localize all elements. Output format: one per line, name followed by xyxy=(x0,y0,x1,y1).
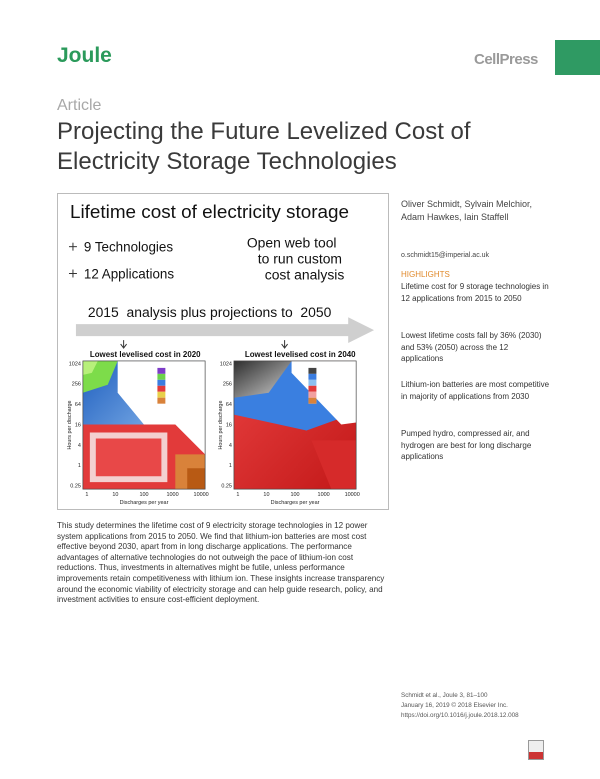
axis-text: 1024 xyxy=(220,361,232,367)
timeline-arrow xyxy=(75,317,375,344)
axis-text: Discharges per year xyxy=(271,500,320,506)
highlight: Lifetime cost for 9 storage technologies… xyxy=(401,282,549,303)
down-arrow xyxy=(281,340,288,349)
heatmap-2020 xyxy=(82,360,206,493)
axis-text: 0.25 xyxy=(221,484,232,490)
citation-line: https://doi.org/10.1016/j.joule.2018.12.… xyxy=(401,712,519,719)
axis-text: Hours per discharge xyxy=(218,400,224,449)
panel-title: Lowest levelised cost in 2020 xyxy=(90,350,201,359)
axis-text: 4 xyxy=(78,443,81,449)
ga-item: 12 Applications xyxy=(84,266,174,281)
axis-text: 100 xyxy=(290,492,299,498)
cellpress-badge xyxy=(528,740,544,760)
axis-text: 1 xyxy=(85,492,88,498)
graphical-abstract: Lifetime cost of electricity storage 9 T… xyxy=(57,193,389,510)
axis-text: 10000 xyxy=(345,492,360,498)
highlights-heading: HIGHLIGHTS xyxy=(401,270,450,279)
axis-text: 16 xyxy=(75,422,81,428)
axis-text: 1 xyxy=(78,463,81,469)
publisher-logo: CellPress xyxy=(474,51,538,68)
legend-swatches xyxy=(157,367,166,404)
ga-item: 9 Technologies xyxy=(84,240,173,255)
legend-swatches xyxy=(308,367,317,404)
axis-text: 64 xyxy=(75,402,81,408)
web-tool-text: to run custom xyxy=(258,251,342,267)
axis-text: 256 xyxy=(72,382,81,388)
summary: This study determines the lifetime cost … xyxy=(57,521,385,605)
axis-text: 1 xyxy=(229,463,232,469)
article-type: Article xyxy=(57,97,102,114)
panel-title: Lowest levelised cost in 2040 xyxy=(245,350,356,359)
highlight: Lithium-ion batteries are most competiti… xyxy=(401,380,550,401)
highlight: Pumped hydro, compressed air, and hydrog… xyxy=(401,429,532,461)
journal-logo: Joule xyxy=(57,44,112,67)
highlight: Lowest lifetime costs fall by 36% (2030)… xyxy=(401,331,542,363)
corner-tab xyxy=(555,40,600,75)
axis-text: 1000 xyxy=(318,492,330,498)
axis-text: 256 xyxy=(223,382,232,388)
axis-text: 100 xyxy=(139,492,148,498)
axis-text: Hours per discharge xyxy=(67,400,73,449)
ga-title: Lifetime cost of electricity storage xyxy=(70,202,349,223)
axis-text: 10 xyxy=(263,492,269,498)
axis-text: 10 xyxy=(112,492,118,498)
timeline-text: 2015 analysis plus projections to 2050 xyxy=(88,304,332,320)
web-tool-text: cost analysis xyxy=(265,266,345,282)
axis-text: 64 xyxy=(226,402,232,408)
axis-text: 1 xyxy=(236,492,239,498)
heatmap-axes: 1 10 100 1000 1000010242566416410.25Discharg… xyxy=(67,361,360,506)
axis-text: 4 xyxy=(229,443,232,449)
axis-text: 1000 xyxy=(166,492,178,498)
axis-text: 16 xyxy=(226,422,232,428)
plus-icons xyxy=(68,242,77,278)
web-tool-text: Open web tool xyxy=(247,235,337,251)
heatmap-2040 xyxy=(233,360,357,490)
axis-text: Discharges per year xyxy=(120,500,169,506)
down-arrow xyxy=(120,340,128,349)
citation-line: Schmidt et al., Joule 3, 81–100 xyxy=(401,692,488,699)
authors: Oliver Schmidt, Sylvain Melchior, Adam H… xyxy=(401,199,533,222)
axis-text: 0.25 xyxy=(70,484,81,490)
axis-text: 10000 xyxy=(194,492,209,498)
citation-line: January 16, 2019 © 2018 Elsevier Inc. xyxy=(401,702,508,709)
article-title: Projecting the Future Levelized Cost of … xyxy=(57,118,471,175)
axis-text: 1024 xyxy=(69,361,81,367)
email: o.schmidt15@imperial.ac.uk xyxy=(401,252,490,259)
